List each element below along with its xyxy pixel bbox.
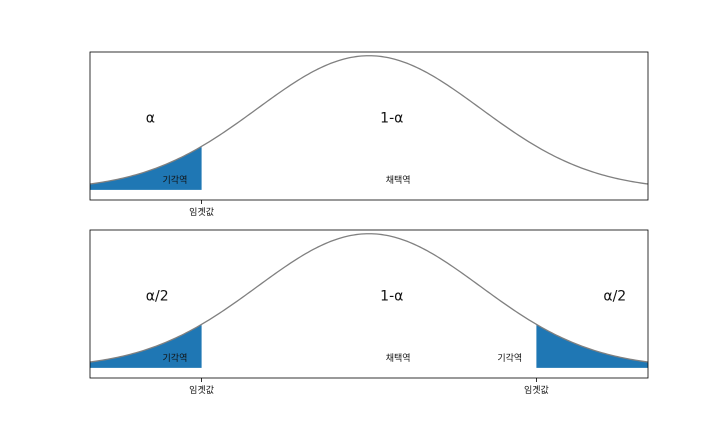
one-tailed-test-panel: 임곗값 α 1-α 기각역 채택역 (89, 51, 649, 218)
region-label: 기각역 (163, 174, 188, 186)
area-annotation: α/2 (146, 289, 169, 305)
area-annotation: α/2 (603, 289, 626, 305)
rejection-region-fill (90, 324, 202, 368)
area-annotation: 1-α (380, 111, 403, 127)
area-annotation: α (146, 111, 155, 127)
critical-value-label: 임곗값 (189, 384, 214, 396)
normal-density-curve (89, 233, 649, 363)
critical-value-label: 임곗값 (189, 206, 214, 218)
critical-value-label: 임곗값 (524, 384, 549, 396)
normal-density-curve (89, 55, 649, 185)
region-label: 채택역 (386, 175, 411, 186)
region-label: 채택역 (386, 353, 411, 364)
axes-frame (89, 229, 649, 379)
area-annotation: 1-α (380, 289, 403, 305)
axes-frame (89, 51, 649, 201)
region-label: 기각역 (497, 352, 522, 364)
two-tailed-test-panel: 임곗값 임곗값 α/2 1-α α/2 기각역 채택역 기각역 (89, 229, 649, 396)
rejection-region-fill (536, 324, 648, 368)
rejection-region-fill (90, 146, 202, 190)
region-label: 기각역 (163, 352, 188, 364)
